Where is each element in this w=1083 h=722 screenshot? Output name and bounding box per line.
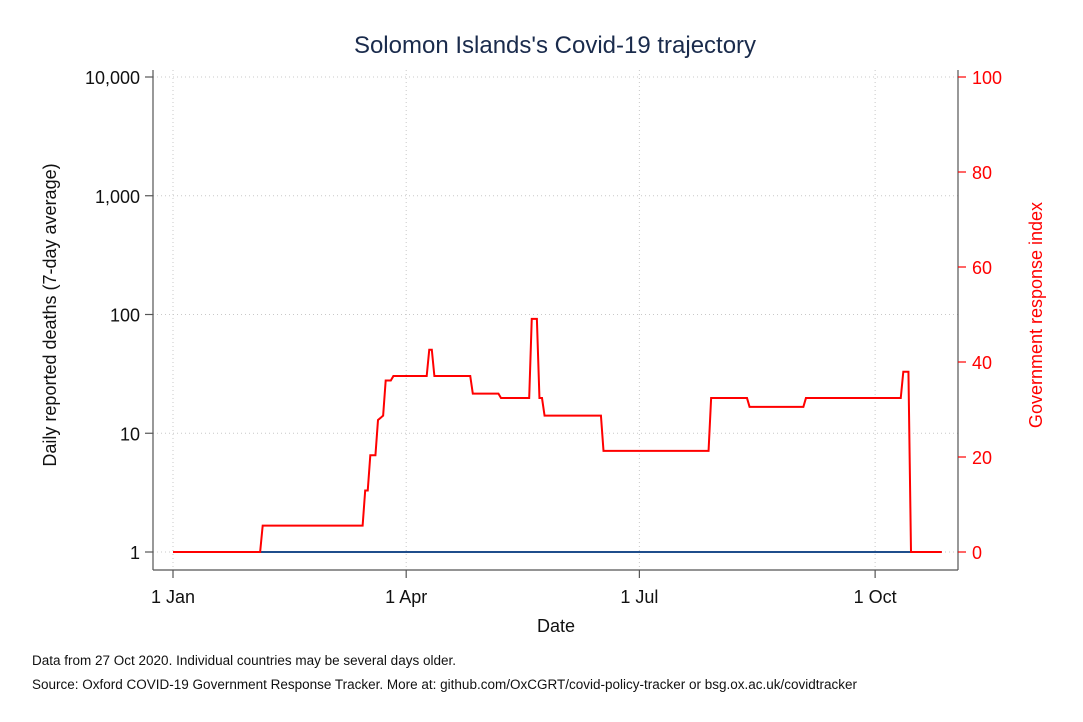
- y-left-tick-label: 10,000: [85, 68, 140, 88]
- series-line-government-response-index: [173, 317, 942, 553]
- y-left-tick-label: 1,000: [95, 187, 140, 207]
- x-tick-label: 1 Jul: [620, 587, 658, 607]
- x-tick-label: 1 Oct: [854, 587, 897, 607]
- y-left-tick-label: 10: [120, 424, 140, 444]
- gridlines: [153, 70, 958, 570]
- y-axis-label-right: Government response index: [1026, 202, 1046, 428]
- y-left-tick-label: 100: [110, 306, 140, 326]
- y-right-tick-label: 20: [972, 448, 992, 468]
- y-right-ticks: 0 20 40 60 80 100: [958, 68, 1002, 563]
- x-axis-label: Date: [537, 616, 575, 636]
- x-tick-label: 1 Apr: [385, 587, 427, 607]
- y-left-ticks: 1 10 100 1,000 10,000: [85, 68, 153, 563]
- chart-title: Solomon Islands's Covid-19 trajectory: [354, 32, 756, 59]
- footnote-data-date: Data from 27 Oct 2020. Individual countr…: [32, 653, 456, 668]
- y-right-tick-label: 40: [972, 353, 992, 373]
- x-tick-label: 1 Jan: [151, 587, 195, 607]
- y-right-tick-label: 100: [972, 68, 1002, 88]
- y-right-tick-label: 60: [972, 258, 992, 278]
- y-right-tick-label: 0: [972, 543, 982, 563]
- chart: Solomon Islands's Covid-19 trajectory 11…: [40, 32, 1046, 636]
- y-axis-label-left: Daily reported deaths (7-day average): [40, 163, 60, 466]
- x-ticks: 1 Jan 1 Apr 1 Jul 1 Oct: [151, 570, 897, 607]
- y-right-tick-label: 80: [972, 163, 992, 183]
- series-lines: [173, 317, 942, 553]
- footnote-source: Source: Oxford COVID-19 Government Respo…: [32, 677, 858, 692]
- y-left-tick-label: 1: [130, 543, 140, 563]
